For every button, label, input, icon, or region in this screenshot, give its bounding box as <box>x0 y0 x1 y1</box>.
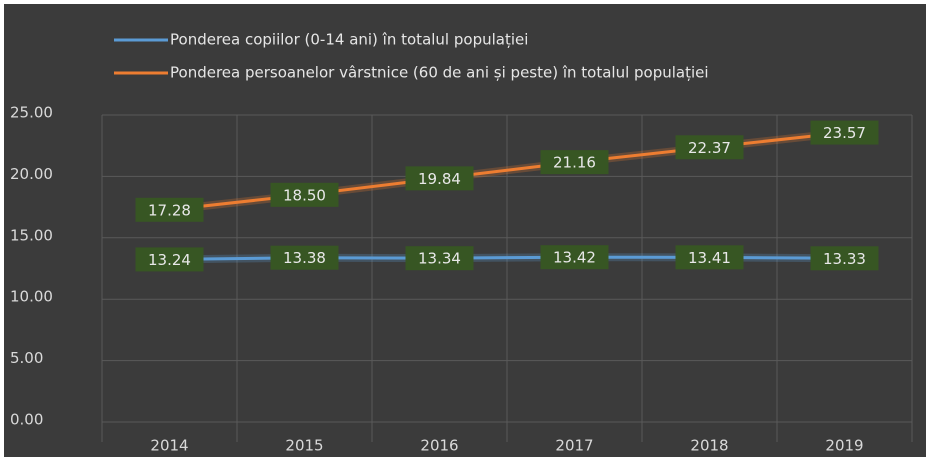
data-label: 18.50 <box>283 186 326 204</box>
y-tick-label: 20.00 <box>10 165 53 183</box>
x-tick-label: 2019 <box>825 437 863 455</box>
data-label: 13.42 <box>553 249 596 267</box>
data-label-box <box>135 197 204 222</box>
chart-background <box>4 4 926 457</box>
data-label-box <box>405 246 474 271</box>
data-label: 21.16 <box>553 154 596 172</box>
y-tick-label: 5.00 <box>10 349 43 367</box>
x-tick-label: 2014 <box>150 437 188 455</box>
y-tick-label: 0.00 <box>10 411 43 429</box>
x-tick-label: 2018 <box>690 437 728 455</box>
data-label: 13.41 <box>688 249 731 267</box>
data-label-box <box>540 150 609 175</box>
data-label-box <box>810 246 879 271</box>
data-label: 23.57 <box>823 124 866 142</box>
x-tick-label: 2017 <box>555 437 593 455</box>
data-label-box <box>675 135 744 160</box>
x-tick-label: 2016 <box>420 437 458 455</box>
data-label: 19.84 <box>418 170 461 188</box>
data-label-box <box>810 120 879 145</box>
y-tick-label: 15.00 <box>10 226 53 244</box>
data-label-box <box>540 245 609 270</box>
y-tick-label: 25.00 <box>10 104 53 122</box>
data-label: 13.34 <box>418 250 461 268</box>
legend-label: Ponderea copiilor (0-14 ani) în totalul … <box>170 31 528 49</box>
x-tick-label: 2015 <box>285 437 323 455</box>
data-label-box <box>675 245 744 270</box>
data-label: 13.24 <box>148 251 191 269</box>
data-label-box <box>270 182 339 207</box>
data-label: 22.37 <box>688 139 731 157</box>
data-label-box <box>405 166 474 191</box>
legend-label: Ponderea persoanelor vârstnice (60 de an… <box>170 64 709 82</box>
data-label-box <box>270 245 339 270</box>
data-label: 17.28 <box>148 201 191 219</box>
data-label: 13.38 <box>283 249 326 267</box>
y-tick-label: 10.00 <box>10 288 53 306</box>
data-label: 13.33 <box>823 250 866 268</box>
data-label-box <box>135 247 204 272</box>
